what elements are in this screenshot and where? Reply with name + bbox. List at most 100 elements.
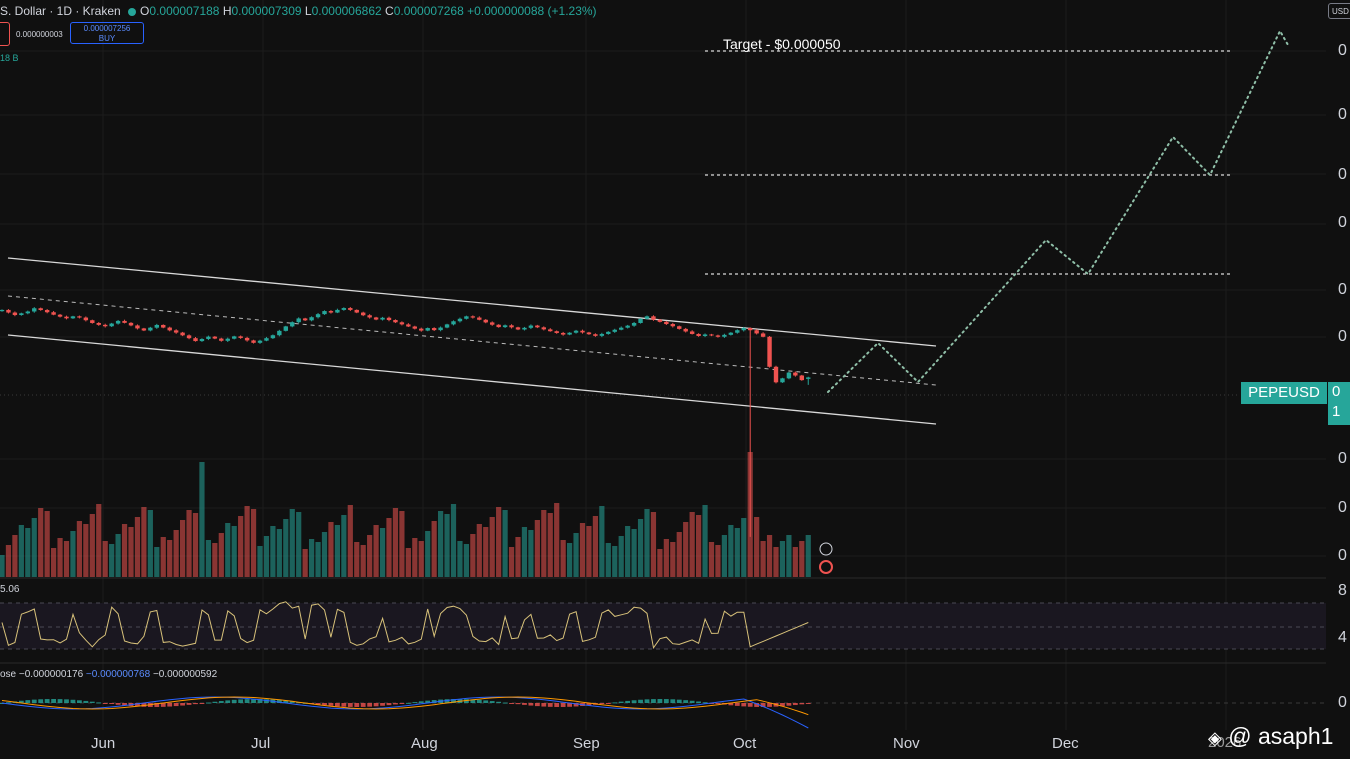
candle-body [322,311,327,315]
candle-body [754,330,759,334]
candle-body [735,330,740,333]
volume-bar [605,543,611,577]
candle-body [122,320,127,323]
rsi-value: 5.06 [0,584,20,595]
candle-body [32,308,37,312]
macd-histogram-bar [483,700,489,703]
candle-body [244,337,250,341]
volume-bar [76,521,82,577]
candle-body [606,331,611,334]
volume-bar [618,536,624,577]
candle-body [560,332,566,335]
x-tick-label: Nov [893,735,920,752]
macd-histogram-bar [625,700,631,703]
macd-histogram-bar [206,702,211,704]
macd-histogram-bar [741,703,747,707]
macd-histogram-bar [599,703,605,704]
macd-histogram-bar [418,701,424,703]
volume-bar [766,535,773,577]
volume-bar [231,526,237,577]
grid-lines [0,0,1326,730]
macd-histogram-bar [792,703,798,706]
change-value: +0.000000088 (+1.23%) [467,4,597,18]
chart-icons [819,542,833,574]
volume-bar [528,530,534,577]
volume-bar [508,547,515,577]
rsi-pane [0,601,1326,650]
volume-bar [192,513,199,577]
candle-body [219,338,224,341]
macd-histogram-bar [83,700,89,703]
macd-legend: ose −0.000000176 −0.000000768 −0.0000005… [0,669,217,680]
macd-histogram-bar [702,702,708,704]
candle-body [760,333,766,337]
binance-logo-icon: ◈ [1208,728,1222,748]
macd-pane [0,696,1326,729]
currency-button[interactable]: USD [1328,3,1350,19]
candle-body [328,311,334,313]
macd-histogram-bar [425,700,431,703]
macd-signal-line [1,696,809,716]
candle-body [406,324,411,327]
macd-histogram-bar [244,699,250,703]
volume-bar [438,511,444,577]
volume-bar [263,536,270,577]
macd-histogram-bar [399,703,405,704]
target-annotation: Target - $0.000050 [723,36,841,52]
candlesticks [0,307,811,537]
macd-histogram-bar [328,703,334,706]
candle-body [490,322,495,325]
candle-body [232,336,237,339]
candle-body [277,330,282,336]
macd-histogram-bar [335,703,340,707]
volume-bar [515,537,521,577]
candle-body [186,335,192,339]
volume-bar [38,508,44,577]
macd-histogram-bar [173,703,179,707]
volume-bar [283,519,289,577]
macd-histogram-bar [51,699,56,703]
volume-bar [547,513,553,577]
candle-body [44,310,50,313]
volume-bar [786,535,792,577]
macd-histogram-bar [638,699,643,703]
sell-button[interactable] [0,22,10,46]
macd-histogram-bar [464,699,469,703]
price-tick: 0 [1338,281,1347,298]
macd-histogram-bar [322,703,327,706]
candle-body [748,328,753,331]
flag-icon [819,560,833,574]
candle-body [412,326,417,329]
volume-bar [463,544,469,577]
macd-histogram-bar [89,701,95,703]
candle-body [806,377,811,379]
symbol-label[interactable]: S. Dollar · 1D · Kraken [0,4,121,18]
macd-histogram-bar [38,699,44,703]
volume-bar [354,542,360,577]
volume-bar [12,535,18,577]
volume-bar [328,522,334,577]
macd-histogram-bar [341,703,347,707]
macd-histogram-bar [515,703,521,705]
volume-bar [567,543,573,577]
candle-body [399,322,405,325]
macd-histogram-bar [141,703,147,707]
price-tick: 0 [1338,450,1347,467]
macd-histogram-bar [393,703,398,705]
volume-bar [399,511,405,577]
macd-histogram-bar [276,700,282,703]
candle-body [77,316,82,318]
candle-body [496,324,501,328]
volume-bar [637,519,644,577]
macd-histogram-bar [470,699,476,703]
volume-bar [70,531,76,577]
volume-bar [799,541,805,577]
candle-body [677,326,682,329]
macd-histogram-bar [154,703,160,707]
volume-bar [760,541,766,577]
macd-histogram-bar [509,703,514,704]
candle-body [464,316,469,319]
buy-button[interactable]: 0.000007256 BUY [70,22,144,44]
candle-body [283,326,288,331]
